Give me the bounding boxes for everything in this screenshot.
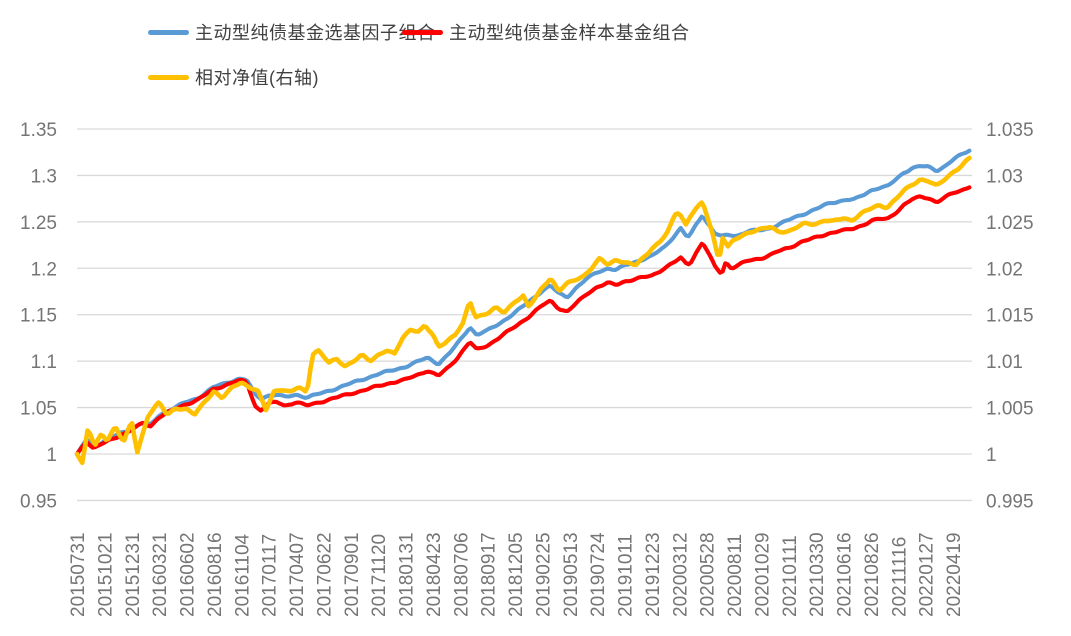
y-axis-tick-left: 1.3 <box>31 166 57 187</box>
legend-item-relative-nav[interactable]: 相对净值(右轴) <box>148 66 319 88</box>
y-axis-tick-left: 1.35 <box>20 120 57 141</box>
x-axis-tick-label: 20150731 <box>68 532 89 617</box>
y-axis-tick-left: 1.1 <box>31 352 57 373</box>
series-line-factor-portfolio[interactable] <box>74 148 972 457</box>
x-axis-tick-label: 20170407 <box>287 532 308 617</box>
x-axis-tick-label: 20210330 <box>807 532 828 617</box>
x-axis-tick-label: 20220419 <box>944 532 965 617</box>
y-axis-tick-right: 1.005 <box>986 399 1034 420</box>
y-axis-tick-left: 1.05 <box>20 399 57 420</box>
y-axis-tick-right: 1.02 <box>986 259 1023 280</box>
y-axis-tick-left: 1.25 <box>20 213 57 234</box>
x-axis-tick-label: 20151021 <box>95 532 116 617</box>
x-axis-tick-label: 20201029 <box>752 532 773 617</box>
legend-marker-blue-icon <box>148 29 189 35</box>
legend-label: 相对净值(右轴) <box>195 68 319 88</box>
legend-label: 主动型纯债基金选基因子组合 <box>195 23 436 43</box>
x-axis-tick-label: 20210616 <box>835 532 856 617</box>
legend-marker-red-icon <box>402 29 443 35</box>
x-axis-tick-label: 20180131 <box>397 532 418 617</box>
x-axis-tick-label: 20210111 <box>780 535 801 617</box>
x-axis-tick-label: 20180706 <box>451 532 472 617</box>
x-axis-tick-label: 20161104 <box>232 533 253 617</box>
x-axis-tick-label: 20190513 <box>561 532 582 617</box>
y-axis-tick-left: 0.95 <box>20 491 57 512</box>
y-axis-tick-left: 1 <box>46 445 57 466</box>
y-axis-tick-right: 0.995 <box>986 491 1034 512</box>
x-axis-tick-label: 20200528 <box>698 532 719 617</box>
x-axis-tick-label: 20210826 <box>862 532 883 617</box>
legend-label: 主动型纯债基金样本基金组合 <box>449 23 690 43</box>
x-axis-tick-label: 20200312 <box>670 532 691 617</box>
x-axis-tick-label: 20191011 <box>616 534 637 617</box>
series-line-relative-nav[interactable] <box>74 155 972 466</box>
legend-item-sample-portfolio[interactable]: 主动型纯债基金样本基金组合 <box>402 21 690 43</box>
x-axis-tick-label: 20180423 <box>424 532 445 617</box>
x-axis-tick-label: 20151231 <box>123 532 144 617</box>
legend-marker-gold-icon <box>148 74 189 80</box>
y-axis-tick-left: 1.2 <box>31 259 57 280</box>
x-axis-tick-label: 20220127 <box>917 532 938 617</box>
y-axis-tick-right: 1 <box>986 445 997 466</box>
x-axis-tick-label: 20160602 <box>178 532 199 617</box>
x-axis-tick-label: 20190225 <box>533 532 554 617</box>
y-axis-tick-right: 1.035 <box>986 120 1034 141</box>
x-axis-tick-label: 20191223 <box>643 532 664 617</box>
x-axis-tick-label: 20200811 <box>725 534 746 617</box>
chart-legend: 主动型纯债基金选基因子组合 主动型纯债基金样本基金组合 相对净值(右轴) <box>0 0 1071 100</box>
series-line-sample-portfolio[interactable] <box>74 185 972 457</box>
legend-item-factor-portfolio[interactable]: 主动型纯债基金选基因子组合 <box>148 21 436 43</box>
x-axis-tick-label: 20181205 <box>506 532 527 617</box>
x-axis-tick-label: 20211116 <box>889 537 910 617</box>
x-axis-tick-label: 20171120 <box>369 534 390 617</box>
x-axis-tick-label: 20170622 <box>314 532 335 617</box>
y-axis-tick-left: 1.15 <box>20 306 57 327</box>
x-axis-tick-label: 20160816 <box>205 532 226 617</box>
y-axis-tick-right: 1.01 <box>986 352 1023 373</box>
x-axis-tick-label: 20180917 <box>479 532 500 617</box>
x-axis-tick-label: 20190724 <box>588 532 609 617</box>
x-axis-tick-label: 20170117 <box>260 534 281 617</box>
y-axis-tick-right: 1.025 <box>986 213 1034 234</box>
y-axis-tick-right: 1.03 <box>986 166 1023 187</box>
x-axis-tick-label: 20170901 <box>342 532 363 617</box>
y-axis-tick-right: 1.015 <box>986 306 1034 327</box>
x-axis-tick-label: 20160321 <box>150 532 171 617</box>
